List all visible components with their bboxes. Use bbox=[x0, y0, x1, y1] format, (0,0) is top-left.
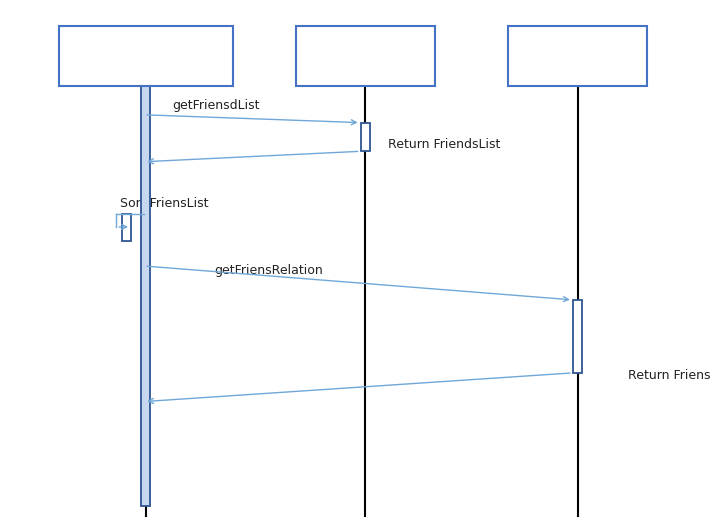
Text: Return FriensRelation: Return FriensRelation bbox=[628, 369, 710, 382]
Bar bbox=[508, 26, 648, 86]
Bar bbox=[573, 300, 581, 373]
Text: FragmenFriendsMap
SurfaceView: FragmenFriendsMap SurfaceView bbox=[76, 41, 217, 71]
Text: Return FriendsList: Return FriendsList bbox=[388, 138, 501, 151]
Bar bbox=[141, 86, 151, 506]
Bar bbox=[296, 26, 435, 86]
Text: SearchFriends
Relation: SearchFriends Relation bbox=[529, 41, 626, 71]
Text: getFriensdList: getFriensdList bbox=[172, 99, 259, 112]
Text: Sort FriensList: Sort FriensList bbox=[120, 197, 208, 210]
Bar bbox=[361, 123, 370, 151]
Text: ActivityFriends
List: ActivityFriends List bbox=[315, 41, 417, 71]
Text: getFriensRelation: getFriensRelation bbox=[214, 264, 322, 277]
Bar bbox=[122, 214, 131, 241]
Bar bbox=[60, 26, 233, 86]
